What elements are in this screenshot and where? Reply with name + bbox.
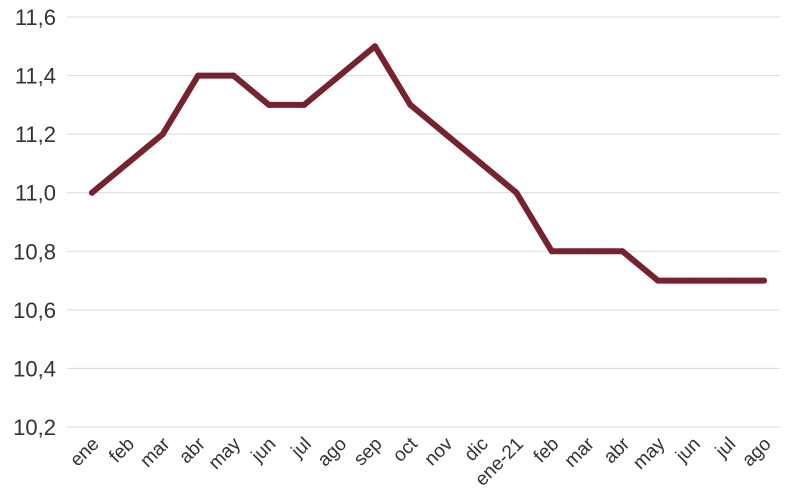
x-tick-label: mar	[136, 433, 174, 471]
series-line	[89, 43, 767, 284]
data-point	[690, 277, 697, 284]
data-point	[513, 189, 520, 196]
data-point	[195, 72, 202, 79]
data-point	[584, 248, 591, 255]
y-tick-label: 10,8	[13, 239, 56, 264]
gridlines	[67, 16, 780, 428]
y-tick-label: 11,2	[15, 122, 56, 147]
x-tick-label: may	[629, 433, 670, 474]
data-point	[159, 131, 166, 138]
series-layer	[89, 43, 767, 284]
x-tick-label: jun	[247, 434, 280, 467]
y-tick-label: 10,6	[13, 298, 56, 323]
data-point	[548, 248, 555, 255]
data-point	[336, 72, 343, 79]
y-axis-ticks: 10,2 10,4 10,6 10,8 11,0 11,2 11,4 11,6	[13, 5, 56, 440]
data-point	[725, 277, 732, 284]
y-tick-label: 11,4	[15, 64, 56, 89]
x-tick-label: abr	[600, 433, 635, 468]
x-tick-label: oct	[389, 433, 422, 466]
y-tick-label: 10,4	[13, 356, 56, 381]
data-point	[478, 160, 485, 167]
x-tick-label: may	[205, 433, 246, 474]
x-tick-label: jul	[711, 434, 740, 463]
x-tick-label: ago	[738, 434, 775, 471]
y-tick-label: 11,6	[15, 5, 56, 30]
x-tick-label: nov	[421, 433, 458, 470]
x-tick-label: feb	[530, 434, 564, 468]
x-tick-label: ene	[66, 434, 103, 471]
data-point	[301, 101, 308, 108]
data-point	[442, 131, 449, 138]
x-tick-label: abr	[175, 433, 210, 468]
x-tick-label: mar	[561, 433, 599, 471]
data-point	[654, 277, 661, 284]
x-tick-label: feb	[105, 434, 139, 468]
x-tick-label: ago	[314, 434, 351, 471]
data-point	[619, 248, 626, 255]
data-point	[89, 189, 95, 196]
data-point	[371, 43, 378, 50]
x-tick-label: sep	[350, 434, 387, 471]
y-tick-label: 10,2	[13, 415, 56, 440]
x-tick-label: jul	[287, 434, 316, 463]
data-point	[761, 277, 767, 284]
y-tick-label: 11,0	[15, 181, 56, 206]
data-point	[265, 101, 272, 108]
data-point	[407, 101, 414, 108]
x-tick-label: jun	[671, 434, 704, 467]
data-point	[230, 72, 237, 79]
data-point	[124, 160, 131, 167]
